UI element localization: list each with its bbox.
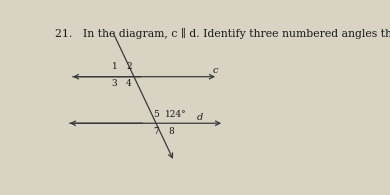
Text: c: c (212, 66, 218, 75)
Text: 124°: 124° (165, 111, 186, 120)
Text: 7: 7 (153, 127, 159, 136)
Text: d: d (197, 113, 203, 122)
Text: 4: 4 (126, 79, 132, 88)
Text: 5: 5 (153, 111, 159, 120)
Text: 21.   In the diagram, c ∥ d. Identify three numbered angles that have a measure : 21. In the diagram, c ∥ d. Identify thre… (55, 28, 390, 39)
Text: 2: 2 (126, 62, 132, 71)
Text: 3: 3 (111, 79, 117, 88)
Text: 1: 1 (112, 62, 117, 71)
Text: 8: 8 (168, 127, 174, 136)
